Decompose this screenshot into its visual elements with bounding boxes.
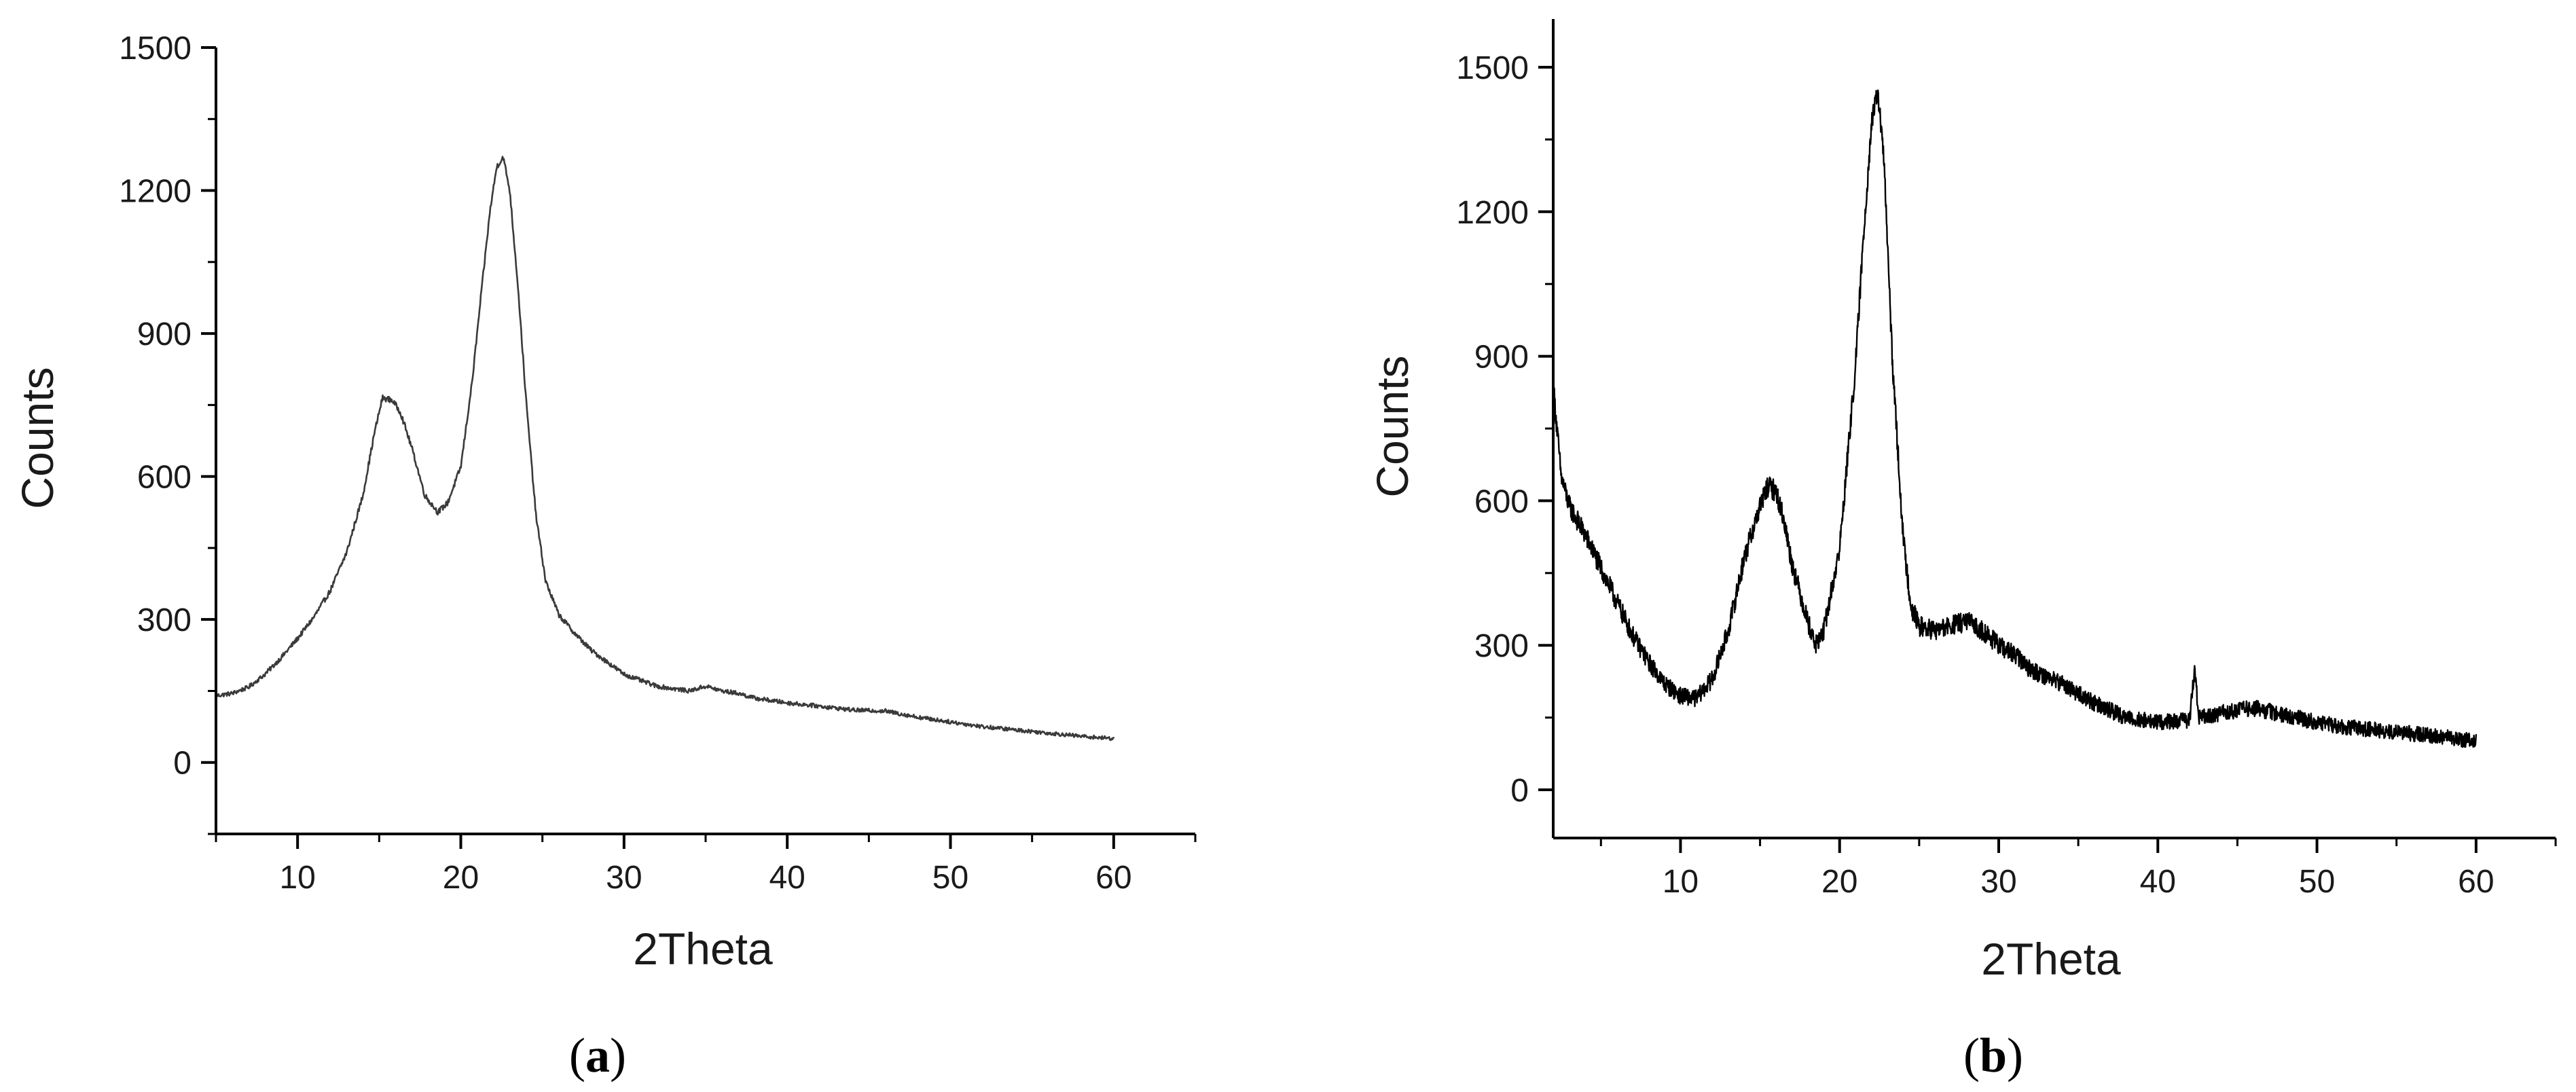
y-tick-label: 300	[137, 602, 192, 638]
plot-area-b	[1552, 89, 2478, 748]
axes-a	[215, 48, 1195, 835]
x-tick-label: 60	[2458, 864, 2494, 900]
x-tick-label: 10	[1663, 864, 1699, 900]
y-tick-label: 600	[137, 460, 192, 496]
y-tick-label: 1200	[1456, 195, 1529, 231]
y-tick-label: 1500	[1456, 50, 1529, 86]
x-tick-label: 10	[279, 860, 315, 896]
panel-label-a-letter: a	[585, 1028, 610, 1082]
panel-label-b: (b)	[1963, 1028, 2023, 1082]
y-tick-label: 600	[1474, 484, 1529, 520]
y-axis-title-a: Counts	[12, 367, 62, 509]
y-tick-label: 900	[1474, 340, 1529, 376]
x-tick-label: 50	[2299, 864, 2335, 900]
x-tick-label: 20	[1821, 864, 1857, 900]
y-axis-title-b: Counts	[1367, 355, 1417, 497]
y-tick-label: 300	[1474, 628, 1529, 664]
plot-area-a	[215, 156, 1115, 742]
x-tick-label: 40	[2140, 864, 2176, 900]
x-tick-label: 20	[443, 860, 479, 896]
series-line	[1552, 89, 2478, 748]
y-tick-label: 1500	[119, 31, 192, 67]
panel-label-b-letter: b	[1980, 1028, 2007, 1082]
y-tick-label: 0	[1510, 773, 1529, 809]
panel-label-a: (a)	[569, 1028, 626, 1082]
x-tick-label: 30	[606, 860, 642, 896]
x-tick-label: 50	[932, 860, 968, 896]
x-tick-label: 40	[769, 860, 805, 896]
axes-b	[1552, 19, 2556, 839]
y-tick-label: 0	[173, 746, 192, 782]
y-tick-label: 1200	[119, 174, 192, 210]
x-tick-label: 60	[1095, 860, 1131, 896]
x-axis-title-a: 2Theta	[633, 924, 773, 974]
x-axis-title-b: 2Theta	[1981, 934, 2121, 984]
series-line	[215, 156, 1115, 742]
x-tick-label: 30	[1980, 864, 2016, 900]
y-tick-label: 900	[137, 316, 192, 352]
